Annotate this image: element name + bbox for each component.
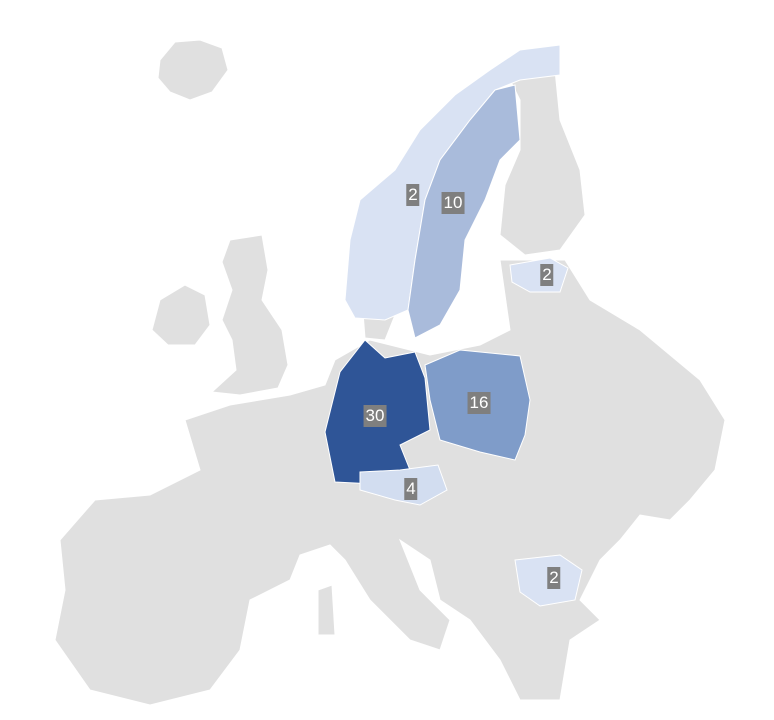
region-ireland[interactable] (151, 284, 211, 346)
region-iceland[interactable] (157, 39, 229, 101)
region-great-britain[interactable] (210, 234, 289, 396)
data-label-poland: 16 (467, 392, 491, 414)
data-label-germany: 30 (363, 405, 387, 427)
data-label-norway: 2 (406, 184, 420, 206)
data-label-austria: 4 (404, 478, 418, 500)
region-finland[interactable] (499, 54, 586, 256)
data-label-sweden: 10 (441, 192, 465, 214)
region-austria[interactable] (359, 464, 448, 506)
data-label-estonia: 2 (540, 264, 554, 286)
region-corsica-sardinia[interactable] (317, 584, 336, 636)
data-label-bulgaria: 2 (547, 567, 561, 589)
